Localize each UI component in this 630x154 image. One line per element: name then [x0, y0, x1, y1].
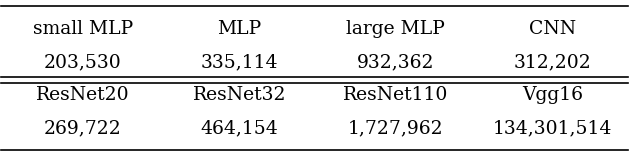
Text: small MLP: small MLP — [33, 20, 133, 38]
Text: 932,362: 932,362 — [357, 53, 435, 71]
Text: 464,154: 464,154 — [200, 119, 278, 137]
Text: ResNet32: ResNet32 — [193, 86, 286, 104]
Text: CNN: CNN — [529, 20, 576, 38]
Text: ResNet110: ResNet110 — [343, 86, 449, 104]
Text: MLP: MLP — [217, 20, 261, 38]
Text: Vgg16: Vgg16 — [522, 86, 583, 104]
Text: 335,114: 335,114 — [200, 53, 278, 71]
Text: 269,722: 269,722 — [44, 119, 122, 137]
Text: 134,301,514: 134,301,514 — [493, 119, 612, 137]
Text: large MLP: large MLP — [346, 20, 445, 38]
Text: ResNet20: ResNet20 — [36, 86, 130, 104]
Text: 312,202: 312,202 — [513, 53, 591, 71]
Text: 203,530: 203,530 — [44, 53, 122, 71]
Text: 1,727,962: 1,727,962 — [348, 119, 444, 137]
